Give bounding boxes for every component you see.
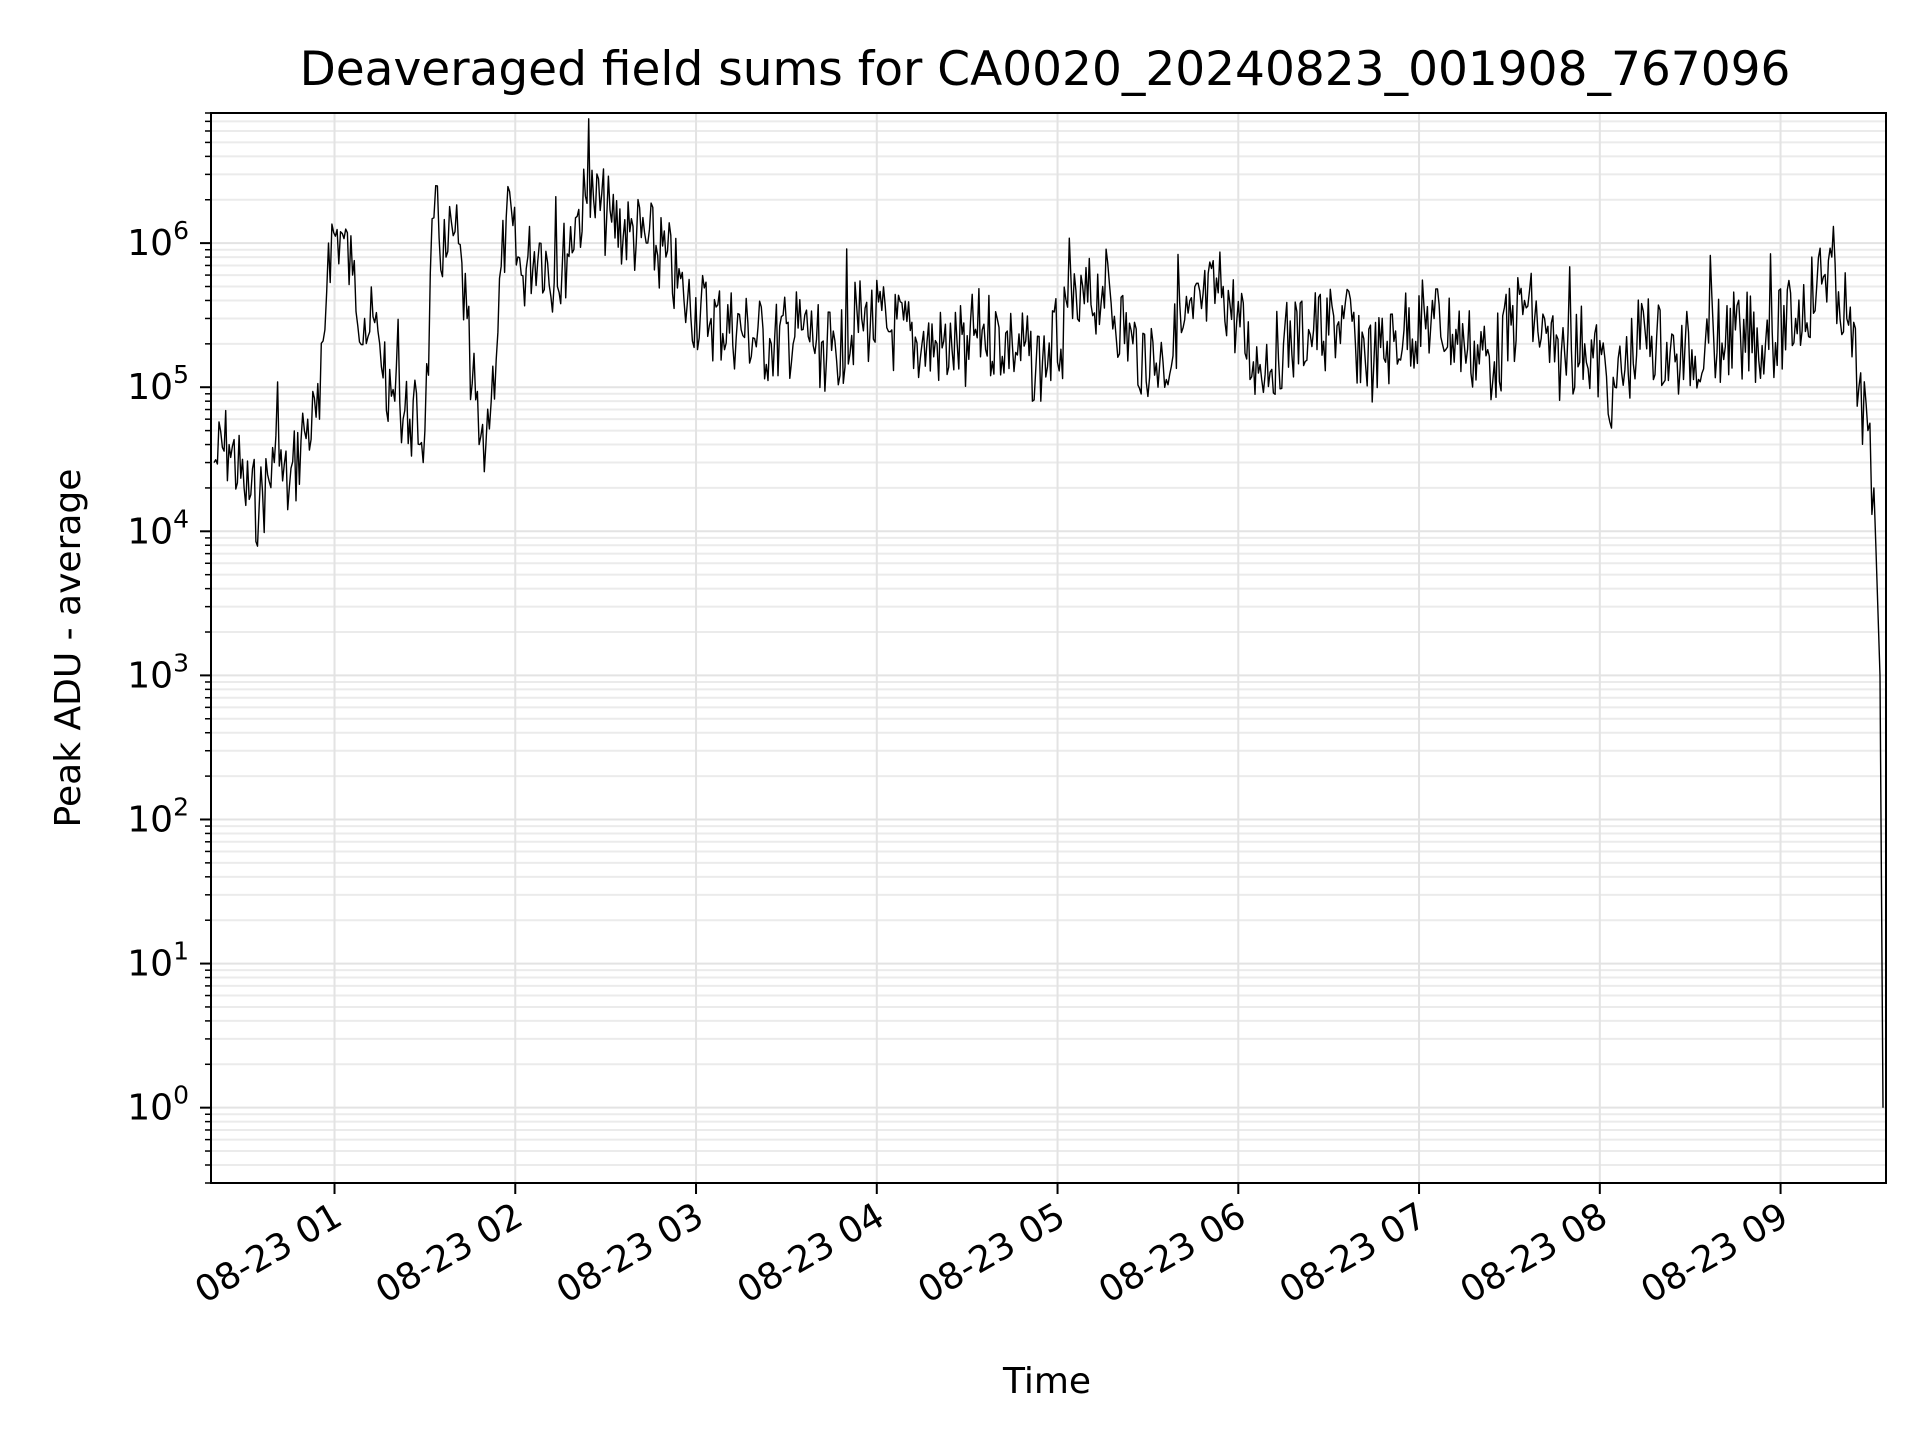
y-tick-label: 106 [127, 216, 189, 264]
chart-title: Deaveraged field sums for CA0020_2024082… [300, 42, 1791, 97]
series-layer [213, 118, 1884, 1108]
grid [211, 112, 1886, 1184]
y-tick-label: 100 [127, 1081, 189, 1129]
series-line [213, 118, 1884, 1108]
y-axis-title: Peak ADU - average [48, 469, 89, 828]
y-tick-label: 102 [127, 792, 189, 840]
y-tick-label: 105 [127, 360, 189, 408]
x-axis-title: Time [1002, 1361, 1091, 1402]
y-tick-label: 103 [127, 648, 189, 696]
plot-frame [210, 112, 1887, 1184]
y-tick-label: 101 [127, 937, 189, 985]
y-tick-label: 104 [127, 504, 189, 552]
